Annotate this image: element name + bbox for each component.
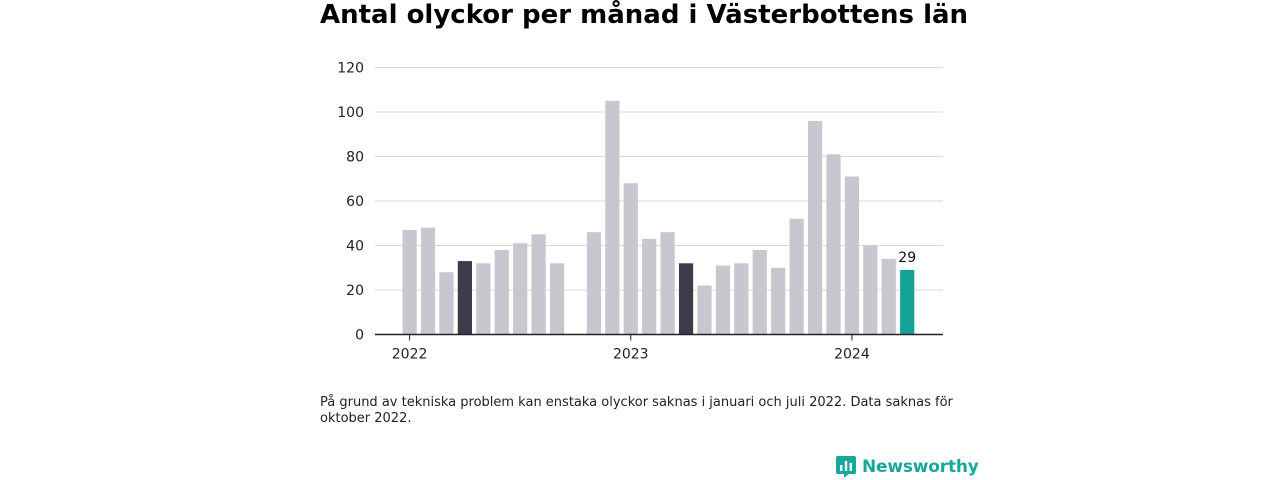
data-label: 29 — [898, 250, 916, 266]
brand-logo: Newsworthy — [836, 455, 979, 479]
bar — [678, 263, 694, 335]
y-tick-label: 20 — [346, 283, 364, 299]
bar — [476, 263, 491, 335]
bar — [844, 176, 860, 335]
bar — [826, 154, 841, 335]
bar — [605, 100, 620, 335]
brand-name: Newsworthy — [862, 457, 979, 477]
bar — [789, 218, 804, 335]
y-tick-label: 100 — [337, 105, 364, 121]
bar — [420, 227, 436, 335]
y-tick-label: 80 — [346, 150, 364, 166]
bar — [734, 263, 749, 335]
bar — [494, 249, 509, 335]
y-tick-label: 60 — [346, 194, 364, 210]
bar — [660, 232, 675, 335]
bar — [623, 183, 638, 335]
bar — [752, 249, 767, 335]
bar — [402, 229, 417, 335]
bar — [457, 261, 472, 335]
bar — [586, 232, 601, 335]
x-tick-label: 2023 — [613, 347, 649, 363]
y-tick-label: 0 — [355, 328, 364, 344]
bar — [715, 265, 731, 335]
x-tick-label: 2024 — [834, 347, 870, 363]
bar — [531, 234, 546, 335]
y-tick-label: 120 — [337, 61, 364, 77]
bar — [697, 285, 712, 335]
bar — [439, 272, 454, 335]
bar-chart-speech-bubble-icon — [836, 456, 856, 478]
bar — [900, 269, 915, 335]
bar — [863, 245, 878, 335]
y-tick-label: 40 — [346, 239, 364, 255]
chart-title: Antal olyckor per månad i Västerbottens … — [320, 0, 969, 30]
bar — [881, 258, 896, 335]
x-tick-label: 2022 — [392, 347, 428, 363]
bar — [549, 263, 565, 335]
bar — [807, 120, 823, 335]
chart-footnote: På grund av tekniska problem kan enstaka… — [320, 395, 953, 426]
bar — [771, 267, 786, 335]
bar — [642, 238, 657, 335]
bar — [513, 243, 528, 335]
